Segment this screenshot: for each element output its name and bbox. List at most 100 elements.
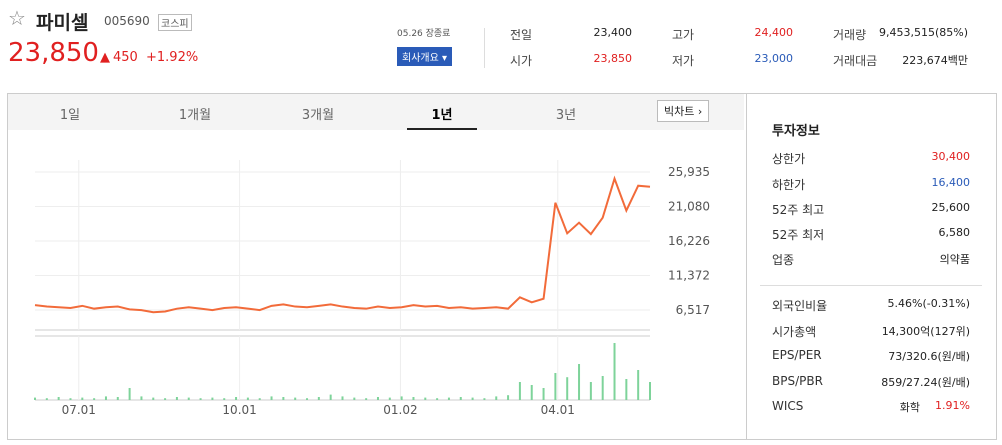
volume-bar xyxy=(329,394,332,400)
y-tick-label: 11,372 xyxy=(668,268,710,282)
star-icon[interactable]: ☆ xyxy=(8,6,26,30)
info-value: 의약품 xyxy=(939,253,970,266)
current-price: 23,850 xyxy=(8,38,99,68)
stat-value: 23,400 xyxy=(593,26,633,39)
y-tick-label: 21,080 xyxy=(668,199,710,213)
stat-value: 24,400 xyxy=(754,26,794,39)
volume-bar xyxy=(223,398,226,400)
stat-value: 23,850 xyxy=(593,52,633,65)
volume-bar xyxy=(282,397,285,400)
info-label: 상한가 xyxy=(772,152,806,166)
volume-bar xyxy=(175,397,178,400)
stat-label: 거래대금 xyxy=(833,54,878,68)
volume-bar xyxy=(57,397,60,400)
info-value: 5.46%(-0.31%) xyxy=(887,297,970,310)
volume-bar xyxy=(613,343,616,400)
info-label: EPS/PER xyxy=(772,348,822,362)
volume-bar xyxy=(246,397,249,400)
info-label: BPS/PBR xyxy=(772,374,823,388)
stat-label: 거래량 xyxy=(833,28,867,42)
market-badge: 코스피 xyxy=(158,14,192,31)
stat-label: 시가 xyxy=(510,54,533,68)
volume-bar xyxy=(235,397,238,400)
volume-bar xyxy=(601,376,604,400)
volume-bar xyxy=(589,382,592,400)
volume-bar xyxy=(258,398,261,400)
info-label: 업종 xyxy=(772,253,795,267)
x-tick-label: 01.02 xyxy=(383,403,417,417)
volume-bar xyxy=(507,395,510,400)
info-value: 화학 xyxy=(899,401,920,414)
y-tick-label: 6,517 xyxy=(676,303,710,317)
company-button[interactable]: 회사개요 ▾ xyxy=(397,47,453,66)
volume-bar xyxy=(306,398,309,400)
info-value: 25,600 xyxy=(931,201,971,214)
volume-bar xyxy=(294,397,297,400)
tab[interactable]: 1일 xyxy=(59,108,81,123)
volume-bar xyxy=(152,397,155,400)
stat-value: 9,453,515(85%) xyxy=(878,26,968,39)
stat-label: 전일 xyxy=(510,28,533,42)
volume-bar xyxy=(317,397,320,400)
volume-bar xyxy=(495,396,498,400)
volume-bar xyxy=(412,397,415,400)
info-label: WICS xyxy=(772,399,804,413)
volume-bar xyxy=(578,364,581,400)
change-icon: ▲ xyxy=(100,50,110,65)
volume-bar xyxy=(140,396,143,400)
stock-code: 005690 xyxy=(104,14,150,28)
info-value: 73/320.6(원/배) xyxy=(888,350,970,363)
tab[interactable]: 3개월 xyxy=(301,108,335,123)
info-value: 859/27.24(원/배) xyxy=(881,376,970,389)
change-rate: +1.92% xyxy=(146,50,199,65)
tab[interactable]: 1년 xyxy=(431,108,453,123)
stat-value: 223,674백만 xyxy=(902,54,968,67)
info-label: 외국인비율 xyxy=(772,299,828,313)
info-value: 16,400 xyxy=(931,176,971,189)
volume-bar xyxy=(270,396,273,400)
button-label: 빅차트 xyxy=(664,105,695,118)
volume-bar xyxy=(459,397,462,400)
stat-label: 저가 xyxy=(672,54,695,68)
chart-box xyxy=(7,93,747,440)
volume-bar xyxy=(93,398,96,400)
button-label: 회사개요 xyxy=(402,53,439,64)
volume-bar xyxy=(34,397,36,400)
volume-bar xyxy=(376,397,379,400)
stat-value: 23,000 xyxy=(754,52,794,65)
info-value: 14,300억(127위) xyxy=(881,325,970,338)
volume-bar xyxy=(566,377,569,400)
volume-bar xyxy=(400,396,403,400)
info-label: 하한가 xyxy=(772,178,806,192)
volume-bar xyxy=(341,396,344,400)
tab[interactable]: 3년 xyxy=(555,108,577,123)
volume-bar xyxy=(187,397,190,400)
info-label: 52주 최고 xyxy=(772,203,825,217)
volume-bar xyxy=(542,388,545,400)
y-tick-label: 16,226 xyxy=(668,234,710,248)
tab[interactable]: 1개월 xyxy=(178,108,212,123)
x-tick-label: 07.01 xyxy=(62,403,96,417)
volume-bar xyxy=(211,397,214,400)
info-title: 투자정보 xyxy=(772,124,820,139)
tab-underline xyxy=(407,128,477,130)
divider xyxy=(484,28,485,68)
stock-name: 파미셀 xyxy=(36,12,89,34)
x-tick-label: 04.01 xyxy=(541,403,575,417)
wics-rate: 1.91% xyxy=(935,399,970,412)
volume-bar xyxy=(353,397,356,400)
y-tick-label: 25,935 xyxy=(668,165,710,179)
big-chart-button[interactable]: 빅차트 › xyxy=(657,100,710,122)
volume-bar xyxy=(637,370,640,400)
volume-bar xyxy=(649,382,651,400)
volume-bar xyxy=(69,398,72,400)
volume-bar xyxy=(471,397,474,400)
volume-bar xyxy=(116,397,119,400)
change: 450 xyxy=(113,50,138,65)
info-value: 6,580 xyxy=(938,226,971,239)
volume-bar xyxy=(518,382,521,400)
volume-bar xyxy=(164,398,167,400)
volume-bar xyxy=(436,398,439,400)
